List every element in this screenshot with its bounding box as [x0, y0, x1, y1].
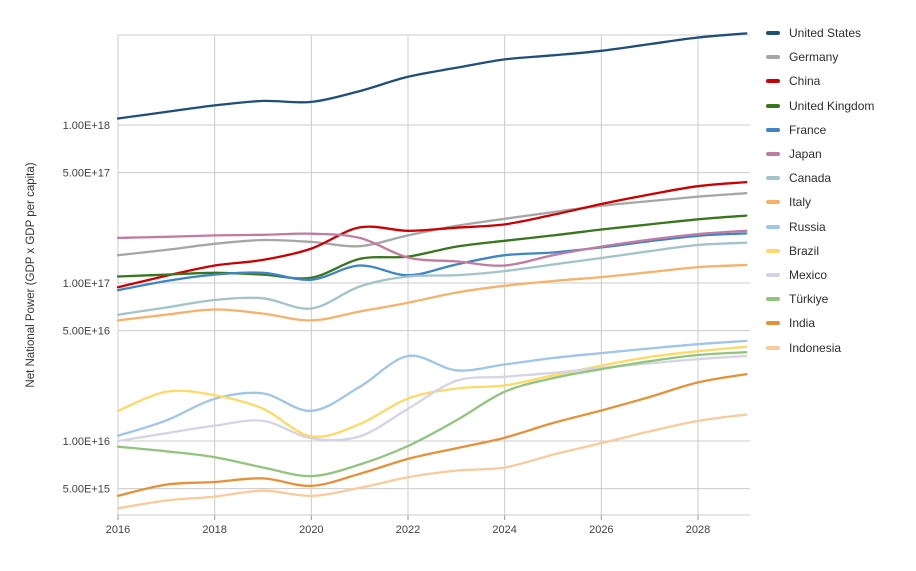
legend-label: Mexico: [789, 267, 828, 282]
legend-swatch-icon: [766, 248, 780, 253]
legend-item-indonesia: Indonesia: [766, 335, 874, 359]
legend-item-mexico: Mexico: [766, 263, 874, 287]
legend-swatch-icon: [766, 55, 780, 60]
legend-swatch-icon: [766, 200, 780, 205]
legend-swatch-icon: [766, 152, 780, 157]
legend-item-china: China: [766, 69, 874, 93]
legend-item-india: India: [766, 311, 874, 335]
legend-item-united-kingdom: United Kingdom: [766, 94, 874, 118]
chart-legend: United States Germany China United Kingdom F…: [766, 21, 874, 360]
series-line-india: [116, 372, 748, 497]
legend-swatch-icon: [766, 176, 780, 181]
series-line-france: [116, 232, 748, 292]
legend-label: Germany: [789, 50, 839, 65]
x-tick-label-2026: 2026: [589, 524, 613, 536]
legend-item-canada: Canada: [766, 166, 874, 190]
series-line-turkiye: [116, 351, 748, 478]
legend-label: United Kingdom: [789, 98, 875, 113]
legend-item-turkiye: Türkiye: [766, 287, 874, 311]
series-line-united-states: [116, 32, 748, 120]
x-tick-label-2020: 2020: [299, 524, 323, 536]
series-line-italy: [116, 263, 748, 322]
y-tick-label-1-00e-18: 1.00E+18: [63, 120, 110, 132]
series-line-brazil: [116, 345, 748, 438]
x-tick-label-2016: 2016: [106, 524, 130, 536]
series-line-canada: [116, 241, 748, 316]
legend-item-united-states: United States: [766, 21, 874, 45]
legend-item-germany: Germany: [766, 45, 874, 69]
legend-label: Italy: [789, 195, 812, 210]
legend-swatch-icon: [766, 272, 780, 277]
series-line-china: [116, 180, 748, 289]
legend-label: France: [789, 122, 827, 137]
legend-swatch-icon: [766, 79, 780, 84]
x-tick-label-2024: 2024: [492, 524, 516, 536]
series-line-united-kingdom: [116, 214, 748, 280]
legend-label: Japan: [789, 147, 822, 162]
legend-label: Brazil: [789, 243, 820, 258]
x-tick-label-2022: 2022: [396, 524, 420, 536]
series-line-indonesia: [116, 413, 748, 510]
legend-swatch-icon: [766, 103, 780, 108]
series-line-russia: [116, 339, 748, 437]
legend-label: United States: [789, 26, 862, 41]
legend-swatch-icon: [766, 345, 780, 350]
legend-item-france: France: [766, 118, 874, 142]
y-tick-label-1-00e-16: 1.00E+16: [63, 436, 110, 448]
legend-label: Russia: [789, 219, 826, 234]
legend-swatch-icon: [766, 127, 780, 132]
legend-swatch-icon: [766, 224, 780, 229]
legend-item-brazil: Brazil: [766, 239, 874, 263]
y-tick-label-5-00e-15: 5.00E+15: [63, 484, 110, 496]
legend-swatch-icon: [766, 31, 780, 36]
legend-label: China: [789, 74, 821, 89]
legend-swatch-icon: [766, 297, 780, 302]
y-tick-label-5-00e-17: 5.00E+17: [63, 168, 110, 180]
legend-item-russia: Russia: [766, 215, 874, 239]
x-tick-label-2018: 2018: [202, 524, 226, 536]
legend-label: Indonesia: [789, 340, 842, 355]
series-line-mexico: [116, 354, 748, 443]
legend-swatch-icon: [766, 321, 780, 326]
legend-label: India: [789, 316, 816, 331]
x-tick-label-2028: 2028: [686, 524, 710, 536]
legend-item-italy: Italy: [766, 190, 874, 214]
y-axis-title: Net National Power (GDP x GDP per capita…: [25, 162, 37, 388]
legend-item-japan: Japan: [766, 142, 874, 166]
legend-label: Türkiye: [789, 292, 829, 307]
series-line-japan: [116, 229, 748, 267]
legend-label: Canada: [789, 171, 832, 186]
y-tick-label-5-00e-16: 5.00E+16: [63, 326, 110, 338]
y-tick-label-1-00e-17: 1.00E+17: [63, 278, 110, 290]
